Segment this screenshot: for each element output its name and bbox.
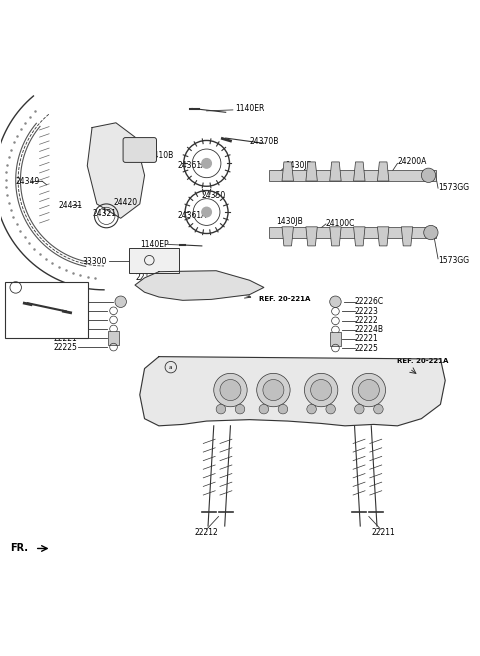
Text: a: a xyxy=(14,285,17,290)
Text: 24355: 24355 xyxy=(23,325,47,333)
Circle shape xyxy=(278,404,288,414)
Text: 21516A: 21516A xyxy=(20,288,49,297)
Text: 22223: 22223 xyxy=(355,307,378,316)
Polygon shape xyxy=(306,162,317,181)
FancyBboxPatch shape xyxy=(123,138,156,163)
Text: 24361A: 24361A xyxy=(178,211,207,220)
Circle shape xyxy=(216,404,226,414)
Text: 22222: 22222 xyxy=(355,316,378,325)
Circle shape xyxy=(330,296,341,308)
Text: 24100C: 24100C xyxy=(326,218,355,228)
Circle shape xyxy=(257,373,290,407)
Text: 22226C: 22226C xyxy=(48,297,78,306)
Circle shape xyxy=(220,380,241,401)
Text: 22211: 22211 xyxy=(372,527,395,537)
Polygon shape xyxy=(354,162,365,181)
Circle shape xyxy=(202,159,211,168)
Circle shape xyxy=(326,404,336,414)
Polygon shape xyxy=(306,227,317,246)
Text: 1573GG: 1573GG xyxy=(438,256,469,265)
Circle shape xyxy=(352,373,385,407)
Circle shape xyxy=(304,373,338,407)
Circle shape xyxy=(214,373,247,407)
Circle shape xyxy=(235,404,245,414)
Text: 1430JB: 1430JB xyxy=(276,216,302,226)
Text: 22225: 22225 xyxy=(355,344,378,352)
Text: 24410B: 24410B xyxy=(144,151,174,160)
Bar xyxy=(108,331,119,344)
Text: 22223: 22223 xyxy=(54,306,78,316)
Text: 24420: 24420 xyxy=(114,199,138,207)
Text: 24349: 24349 xyxy=(16,176,40,186)
Polygon shape xyxy=(140,357,445,426)
Polygon shape xyxy=(401,227,413,246)
Polygon shape xyxy=(354,227,365,246)
FancyBboxPatch shape xyxy=(5,281,88,338)
Bar xyxy=(330,333,341,346)
Text: 22224B: 22224B xyxy=(355,325,384,335)
Circle shape xyxy=(373,404,383,414)
Text: 22221: 22221 xyxy=(355,335,378,344)
Polygon shape xyxy=(282,227,293,246)
Text: 1430JB: 1430JB xyxy=(285,161,312,171)
Polygon shape xyxy=(135,271,264,300)
Text: REF. 20-221A: REF. 20-221A xyxy=(397,358,449,364)
Circle shape xyxy=(311,380,332,401)
Text: 22226C: 22226C xyxy=(355,297,384,306)
Text: 24370B: 24370B xyxy=(250,137,279,146)
Text: 1140ER: 1140ER xyxy=(235,104,264,113)
Text: 22221: 22221 xyxy=(54,333,78,342)
FancyBboxPatch shape xyxy=(129,248,179,273)
Polygon shape xyxy=(377,227,389,246)
Circle shape xyxy=(115,296,126,308)
Circle shape xyxy=(355,404,364,414)
Circle shape xyxy=(421,168,436,182)
Bar xyxy=(269,169,436,181)
Text: a: a xyxy=(147,258,151,263)
Circle shape xyxy=(259,404,269,414)
Circle shape xyxy=(359,380,379,401)
Text: 22225: 22225 xyxy=(54,342,78,352)
Text: 33300: 33300 xyxy=(82,256,107,266)
Polygon shape xyxy=(330,227,341,246)
Circle shape xyxy=(263,380,284,401)
Text: 24200A: 24200A xyxy=(397,157,427,167)
Polygon shape xyxy=(330,162,341,181)
Circle shape xyxy=(307,404,316,414)
Circle shape xyxy=(202,207,211,216)
Bar xyxy=(269,227,436,238)
Text: 22222: 22222 xyxy=(54,316,78,324)
Text: 24321: 24321 xyxy=(92,209,116,218)
Text: 24350: 24350 xyxy=(202,191,226,200)
Text: 22124C: 22124C xyxy=(135,274,164,282)
Text: a: a xyxy=(169,365,172,369)
Text: FR.: FR. xyxy=(10,543,28,554)
Polygon shape xyxy=(377,162,389,181)
Text: 1573GG: 1573GG xyxy=(438,183,469,192)
Polygon shape xyxy=(87,123,144,218)
Text: 24431: 24431 xyxy=(59,201,83,210)
Text: REF. 20-221A: REF. 20-221A xyxy=(259,297,311,302)
Polygon shape xyxy=(282,162,293,181)
Text: 24361A: 24361A xyxy=(178,161,207,171)
Text: 1140EP: 1140EP xyxy=(140,240,168,249)
Circle shape xyxy=(424,226,438,239)
Text: 22224: 22224 xyxy=(54,325,78,333)
Text: 22212: 22212 xyxy=(195,527,218,537)
